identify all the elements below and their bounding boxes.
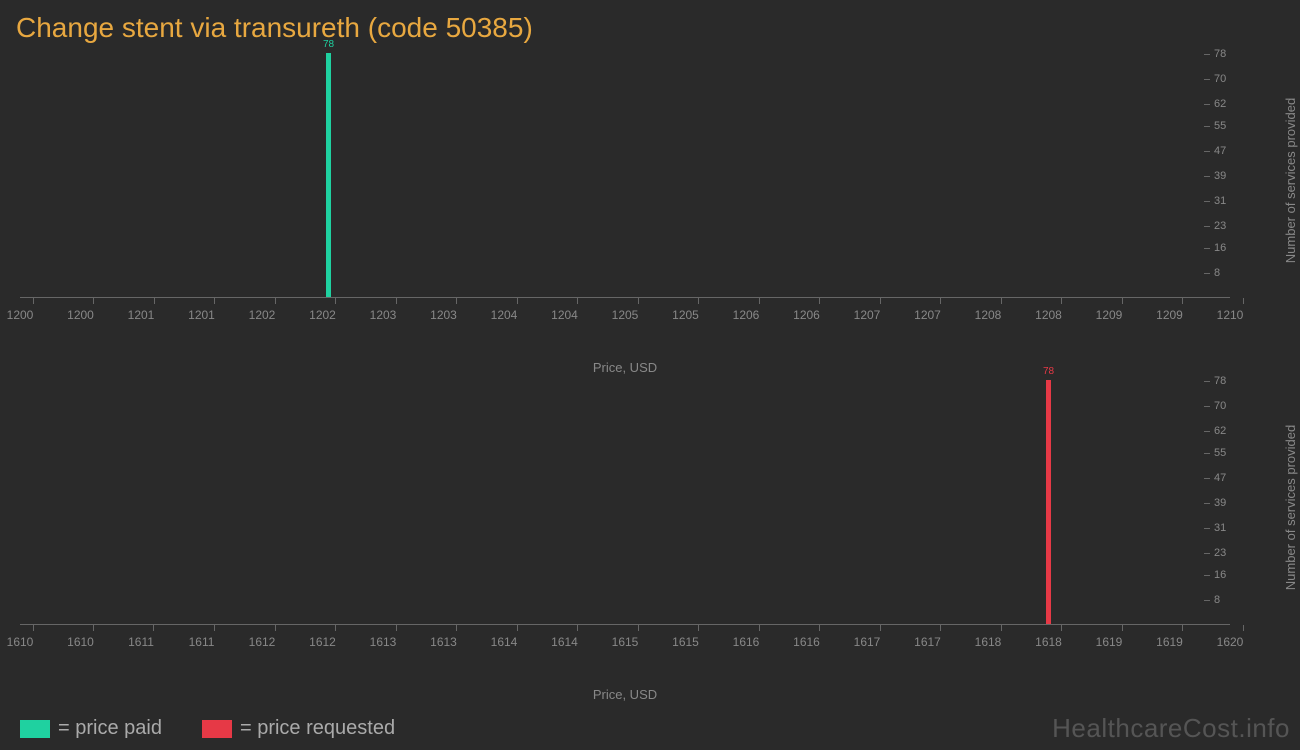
chart-title: Change stent via transureth (code 50385)	[0, 0, 1300, 44]
x-tick: 1200	[20, 298, 47, 322]
x-axis-bottom: 1610 1610 1611 1611 1612 1612 1613 1613 1614 1614…	[20, 625, 1230, 665]
y-tick: 39	[1204, 170, 1234, 182]
x-tick: 1206	[746, 298, 773, 322]
x-tick: 1612	[323, 625, 350, 649]
x-tick: 1209	[1170, 298, 1197, 322]
x-tick: 1616	[746, 625, 773, 649]
legend-item: = price requested	[202, 717, 395, 740]
y-tick: 39	[1204, 497, 1234, 509]
x-tick: 1203	[444, 298, 471, 322]
x-tick: 1614	[504, 625, 531, 649]
legend-label: = price paid	[58, 717, 162, 740]
y-tick: 47	[1204, 472, 1234, 484]
x-tick: 1612	[262, 625, 289, 649]
x-tick: 1210	[1230, 298, 1257, 322]
x-tick: 1204	[565, 298, 592, 322]
y-axis-label-bottom: Number of services provided	[1283, 425, 1298, 590]
x-tick: 1207	[867, 298, 894, 322]
bar: 78	[326, 53, 331, 297]
watermark: HealthcareCost.info	[1052, 713, 1290, 744]
x-tick: 1613	[383, 625, 410, 649]
x-tick: 1206	[807, 298, 834, 322]
x-tick: 1615	[686, 625, 713, 649]
y-tick: 55	[1204, 120, 1234, 132]
y-tick: 78	[1204, 375, 1234, 387]
x-tick: 1202	[323, 298, 350, 322]
x-tick: 1202	[262, 298, 289, 322]
x-axis-top: 1200 1200 1201 1201 1202 1202 1203 1203 1204 1204…	[20, 298, 1230, 338]
y-tick: 8	[1204, 594, 1234, 606]
x-tick: 1205	[625, 298, 652, 322]
plot-area-top: 8162331394755627078 Number of services p…	[20, 48, 1230, 298]
y-tick: 31	[1204, 522, 1234, 534]
y-tick: 70	[1204, 400, 1234, 412]
x-tick: 1617	[867, 625, 894, 649]
x-tick: 1614	[565, 625, 592, 649]
plot-area-bottom: 8162331394755627078 Number of services p…	[20, 375, 1230, 625]
x-tick: 1209	[1109, 298, 1136, 322]
x-tick: 1200	[81, 298, 108, 322]
y-axis-label-top: Number of services provided	[1283, 98, 1298, 263]
y-tick: 55	[1204, 447, 1234, 459]
x-tick: 1610	[81, 625, 108, 649]
y-tick: 23	[1204, 547, 1234, 559]
x-tick: 1208	[1049, 298, 1076, 322]
x-tick: 1610	[20, 625, 47, 649]
x-tick: 1619	[1109, 625, 1136, 649]
x-tick: 1619	[1170, 625, 1197, 649]
legend-swatch	[202, 720, 232, 738]
x-tick: 1611	[202, 625, 228, 649]
bar-value-label: 78	[1043, 366, 1054, 377]
y-tick: 47	[1204, 145, 1234, 157]
x-tick: 1616	[807, 625, 834, 649]
x-tick: 1203	[383, 298, 410, 322]
x-tick: 1618	[988, 625, 1015, 649]
chart-price-paid: 8162331394755627078 Number of services p…	[20, 48, 1230, 375]
x-tick: 1611	[141, 625, 167, 649]
x-axis-label-bottom: Price, USD	[20, 687, 1230, 702]
legend-swatch	[20, 720, 50, 738]
y-tick: 62	[1204, 98, 1234, 110]
x-tick: 1208	[988, 298, 1015, 322]
bar-value-label: 78	[323, 39, 334, 50]
y-tick: 31	[1204, 195, 1234, 207]
x-tick: 1205	[686, 298, 713, 322]
y-tick: 23	[1204, 220, 1234, 232]
legend-item: = price paid	[20, 717, 162, 740]
y-tick: 16	[1204, 569, 1234, 581]
x-tick: 1620	[1230, 625, 1257, 649]
chart-price-requested: 8162331394755627078 Number of services p…	[20, 375, 1230, 702]
x-tick: 1613	[444, 625, 471, 649]
y-tick: 78	[1204, 48, 1234, 60]
legend: = price paid = price requested	[20, 717, 395, 740]
x-tick: 1204	[504, 298, 531, 322]
y-tick: 16	[1204, 242, 1234, 254]
x-tick: 1201	[202, 298, 229, 322]
legend-label: = price requested	[240, 717, 395, 740]
x-tick: 1207	[928, 298, 955, 322]
x-tick: 1617	[928, 625, 955, 649]
y-tick: 62	[1204, 425, 1234, 437]
y-tick: 8	[1204, 267, 1234, 279]
x-tick: 1618	[1049, 625, 1076, 649]
x-tick: 1201	[141, 298, 168, 322]
x-tick: 1615	[625, 625, 652, 649]
y-tick: 70	[1204, 73, 1234, 85]
bar: 78	[1046, 380, 1051, 624]
